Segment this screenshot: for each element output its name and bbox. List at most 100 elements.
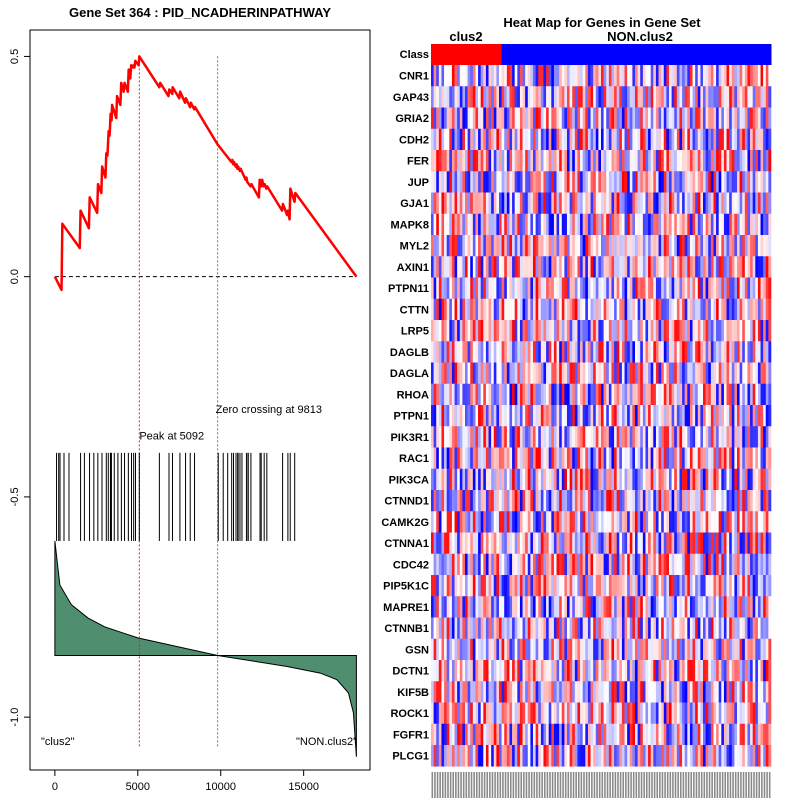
heatmap-cell [441, 128, 445, 151]
heatmap-cell [465, 447, 468, 470]
heatmap-cell [669, 638, 672, 661]
heatmap-cell [755, 192, 759, 215]
heatmap-cell [710, 702, 714, 725]
heatmap-cell [689, 128, 693, 151]
sample-label [591, 772, 593, 798]
heatmap-cell [684, 362, 688, 385]
heatmap-cell [509, 575, 513, 597]
heatmap-cell [553, 383, 557, 406]
heatmap-cell [763, 511, 767, 533]
heatmap-cell [548, 702, 552, 725]
heatmap-cell [574, 128, 578, 151]
heatmap-cell [527, 447, 531, 470]
heatmap-cell [431, 468, 434, 491]
heatmap-cell [543, 447, 547, 470]
heatmap-cell [593, 575, 597, 597]
heatmap-cell [522, 65, 526, 87]
heatmap-cell [655, 150, 659, 172]
heatmap-cell [598, 405, 602, 427]
heatmap-cell [451, 511, 455, 533]
heatmap-cell [433, 128, 437, 151]
heatmap-cell [585, 235, 589, 257]
heatmap-cell [436, 426, 440, 448]
heatmap-cell [637, 298, 641, 321]
heatmap-cell [548, 235, 552, 257]
heatmap-cell [590, 553, 594, 576]
gene-label: GSN [405, 644, 429, 656]
heatmap-cell [572, 723, 576, 746]
heatmap-cell [590, 107, 594, 130]
heatmap-cell [572, 128, 576, 151]
heatmap-cell [757, 660, 761, 682]
heatmap-cell [580, 468, 583, 491]
heatmap-cell [661, 107, 665, 130]
heatmap-cell [488, 532, 492, 555]
heatmap-cell [496, 150, 500, 172]
heatmap-cell [590, 745, 594, 767]
heatmap-cell [543, 553, 547, 576]
heatmap-cell [760, 532, 764, 555]
heatmap-cell [462, 617, 466, 640]
heatmap-cell [485, 638, 489, 661]
heatmap-cell [593, 596, 597, 618]
heatmap-cell [465, 65, 468, 87]
heatmap-cell [488, 256, 492, 278]
heatmap-cell [480, 341, 484, 363]
heatmap-cell [614, 128, 617, 151]
heatmap-cell [687, 553, 691, 576]
hit-ticks [56, 452, 296, 541]
sample-label [632, 772, 635, 798]
heatmap-cell [632, 256, 636, 278]
heatmap-cell [582, 171, 586, 193]
heatmap-cell [506, 213, 510, 236]
heatmap-cell [682, 171, 685, 193]
heatmap-cell [716, 468, 719, 491]
heatmap-cell [737, 213, 740, 236]
heatmap-cell [559, 596, 563, 618]
heatmap-cell [674, 86, 678, 108]
heatmap-cell [671, 596, 675, 618]
x-tick-label: 10000 [205, 781, 236, 793]
heatmap-cell [509, 128, 513, 151]
heatmap-cell [593, 617, 597, 640]
heatmap-cell [446, 86, 450, 108]
heatmap-cell [527, 532, 531, 555]
heatmap-cell [590, 362, 594, 385]
heatmap-cell [655, 723, 659, 746]
heatmap-cell [470, 490, 474, 512]
gene-label: MAPK8 [390, 219, 429, 231]
heatmap-cell [535, 235, 539, 257]
heatmap-cell [629, 277, 633, 300]
heatmap-cell [684, 128, 688, 151]
heatmap-cell [648, 660, 651, 682]
heatmap-cell [582, 617, 586, 640]
heatmap-cell [695, 532, 699, 555]
heatmap-cell [587, 575, 591, 597]
heatmap-cell [519, 171, 523, 193]
heatmap-cell [739, 341, 743, 363]
heatmap-cell [713, 617, 717, 640]
heatmap-cell [519, 362, 523, 385]
heatmap-cell [509, 681, 513, 703]
heatmap-cell [436, 681, 440, 703]
heatmap-cell [671, 362, 675, 385]
heatmap-cell [485, 447, 489, 470]
heatmap-cell [616, 681, 620, 703]
heatmap-cell [561, 702, 565, 725]
heatmap-cell [692, 86, 696, 108]
heatmap-cell [533, 638, 536, 661]
heatmap-cell [692, 192, 696, 215]
heatmap-cell [533, 745, 536, 767]
heatmap-cell [485, 596, 489, 618]
heatmap-cell [721, 447, 725, 470]
heatmap-cell [653, 723, 657, 746]
heatmap-cell [493, 192, 497, 215]
heatmap-cell [744, 362, 748, 385]
heatmap-cell [637, 638, 641, 661]
heatmap-cell [480, 405, 484, 427]
heatmap-cell [601, 320, 604, 342]
heatmap-cell [436, 490, 440, 512]
heatmap-cell [723, 256, 727, 278]
heatmap-cell [559, 150, 563, 172]
heatmap-cell [739, 405, 743, 427]
